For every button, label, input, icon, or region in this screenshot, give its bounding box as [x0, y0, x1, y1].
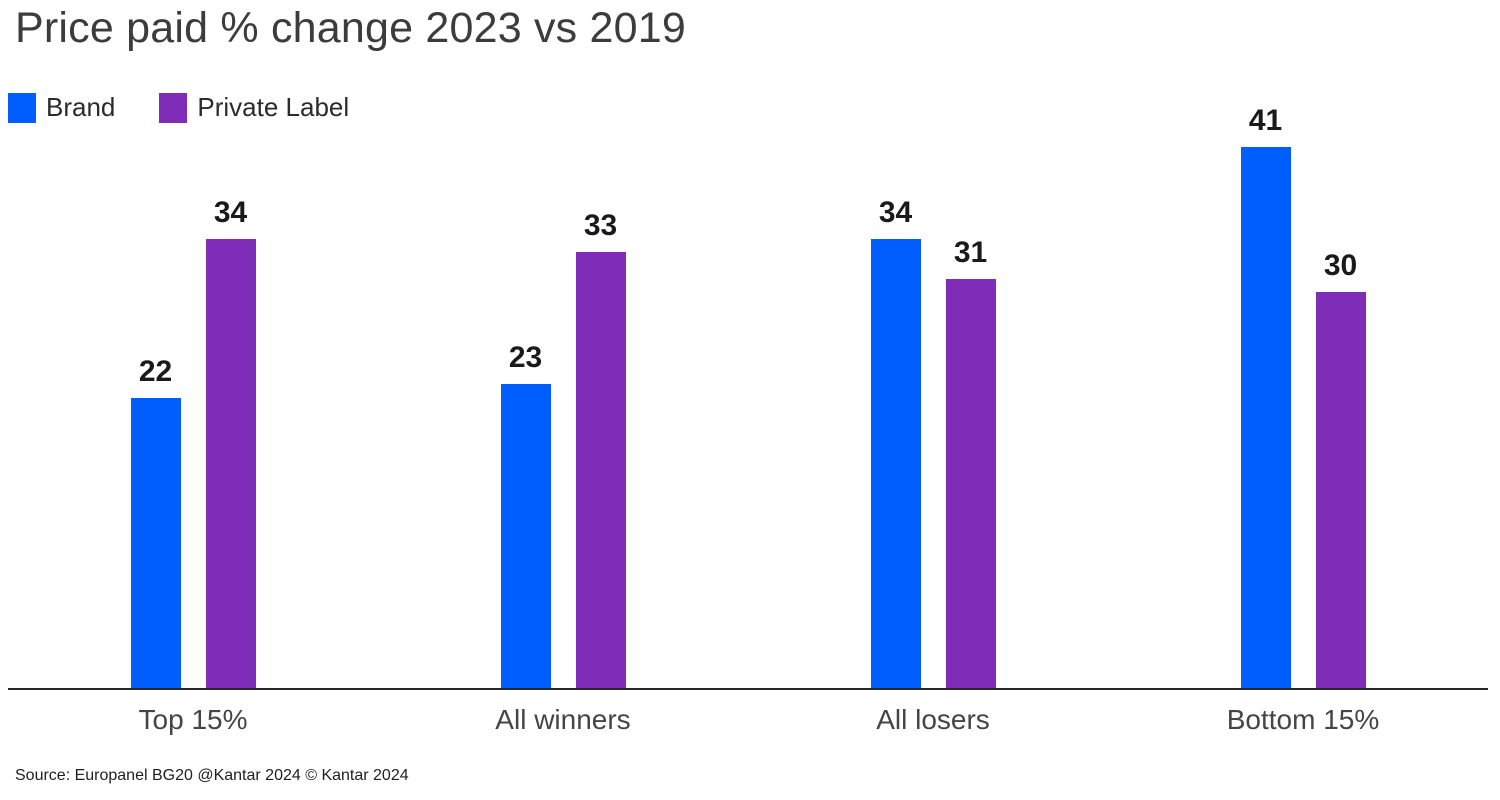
- bar-brand: [500, 384, 551, 688]
- bar-brand: [1240, 146, 1291, 688]
- bar-chart: 22 34 23 33 34 31 41 30 Top 15% All winners All l…: [8, 100, 1488, 736]
- source-note: Source: Europanel BG20 @Kantar 2024 © Ka…: [15, 767, 409, 784]
- bar-group-bottom-15-: 41 30: [1118, 100, 1488, 688]
- bar-column-private-label: 31: [945, 235, 996, 688]
- plot-area: 22 34 23 33 34 31 41 30: [8, 100, 1488, 688]
- bar-value-label: 22: [138, 354, 173, 388]
- bar-value-label: 31: [953, 235, 988, 269]
- bar-value-label: 34: [878, 196, 913, 230]
- bar-column-brand: 22: [130, 354, 181, 688]
- category-label-all-winners: All winners: [495, 704, 631, 735]
- bar-private-label: [1315, 292, 1366, 688]
- bar-value-label: 23: [508, 341, 543, 375]
- category-label-bottom-15-: Bottom 15%: [1226, 704, 1380, 735]
- bar-group-top-15-: 22 34: [8, 100, 378, 688]
- legend: Brand Private Label: [8, 92, 349, 123]
- bar-private-label: [945, 278, 996, 688]
- bar-column-private-label: 30: [1315, 249, 1366, 688]
- legend-label-private-label: Private Label: [197, 92, 350, 122]
- bar-value-label: 34: [213, 196, 248, 230]
- bar-value-label: 41: [1248, 103, 1283, 137]
- legend-item-private-label: Private Label: [159, 92, 349, 123]
- bar-private-label: [575, 252, 626, 688]
- bar-value-label: 33: [583, 209, 618, 243]
- legend-swatch-brand: [8, 92, 36, 123]
- chart-title: Price paid % change 2023 vs 2019: [15, 4, 686, 52]
- bar-value-label: 30: [1323, 249, 1358, 282]
- category-label-top-15-: Top 15%: [138, 704, 248, 735]
- x-axis-line: [8, 688, 1488, 690]
- bar-column-brand: 41: [1240, 103, 1291, 688]
- legend-label-brand: Brand: [46, 92, 116, 122]
- legend-item-brand: Brand: [8, 92, 115, 123]
- bar-group-all-winners: 23 33: [378, 100, 748, 688]
- category-label-all-losers: All losers: [876, 704, 990, 735]
- bar-column-brand: 34: [870, 196, 921, 688]
- category-axis: Top 15% All winners All losers Bottom 15%: [8, 704, 1488, 736]
- bar-group-all-losers: 34 31: [748, 100, 1118, 688]
- bar-brand: [130, 397, 181, 688]
- bar-column-brand: 23: [500, 341, 551, 688]
- legend-swatch-private-label: [159, 92, 188, 123]
- bar-private-label: [205, 239, 256, 688]
- bar-column-private-label: 33: [575, 209, 626, 688]
- bar-brand: [870, 239, 921, 688]
- bar-column-private-label: 34: [205, 196, 256, 688]
